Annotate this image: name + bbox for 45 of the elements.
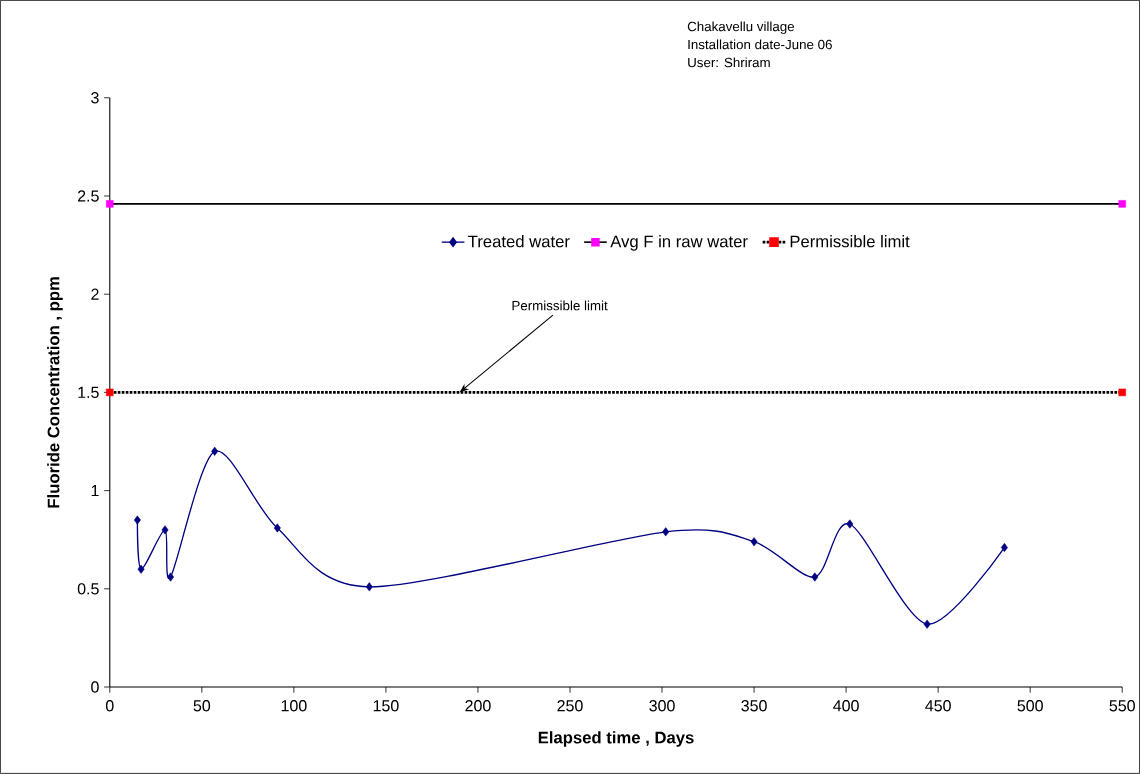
y-tick-label: 0.5 (77, 583, 99, 595)
legend-label: Avg F in raw water (610, 235, 748, 251)
x-tick-label: 500 (1017, 700, 1043, 712)
text: Chakavellu village (687, 21, 795, 34)
x-tick-label: 100 (281, 700, 307, 712)
y-axis-title: Fluoride Concentration , ppm (47, 277, 63, 508)
x-tick-label: 150 (373, 700, 399, 712)
point (273, 523, 281, 533)
x-axis-title: Elapsed time , Days (538, 731, 694, 747)
point (133, 515, 141, 525)
point (1000, 543, 1008, 553)
point (106, 200, 114, 208)
annotation: Permissible limit (512, 300, 608, 311)
point (811, 572, 819, 582)
point (161, 525, 169, 535)
x-tick-label: 50 (193, 700, 211, 712)
legend-label: Treated water (468, 235, 570, 248)
x-tick-label: 200 (465, 700, 491, 712)
x-tick-label: 350 (741, 700, 767, 712)
y-tick-label: 1.5 (78, 386, 99, 399)
y-tick-label: 1 (91, 485, 99, 497)
y-tick-label: 0 (91, 681, 99, 693)
point (750, 537, 758, 547)
point (365, 582, 373, 592)
x-tick-label: 250 (557, 700, 583, 712)
y-tick-label: 3 (91, 92, 99, 104)
x-tick-label: 400 (833, 700, 859, 712)
text: Installation date-June 06 (688, 39, 832, 50)
y-tick-label: 2.5 (77, 190, 99, 202)
point (1118, 388, 1126, 397)
x-tick-label: 450 (925, 700, 951, 712)
point (137, 564, 145, 574)
point (106, 388, 114, 397)
point (846, 519, 854, 529)
point (211, 446, 219, 456)
x-tick-label: 550 (1109, 700, 1135, 712)
point (167, 572, 174, 582)
point (923, 619, 931, 629)
legend-label: Permissible limit (790, 235, 910, 248)
point (1118, 200, 1126, 208)
y-tick-label: 2 (91, 288, 99, 300)
text: User: Shriram (688, 57, 770, 68)
point (662, 527, 670, 537)
x-tick-label: 0 (105, 700, 114, 712)
x-tick-label: 300 (649, 700, 675, 712)
